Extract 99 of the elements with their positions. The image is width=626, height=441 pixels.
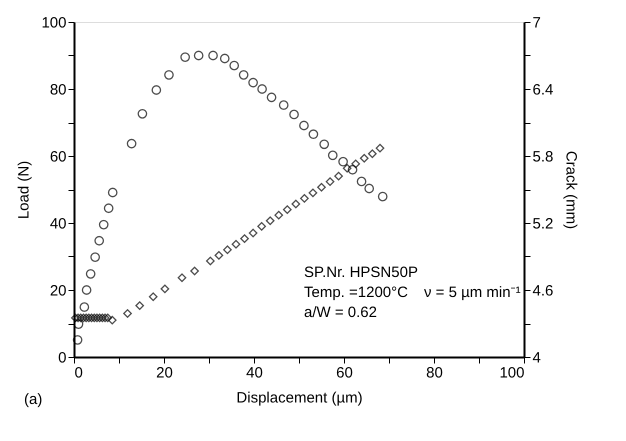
point — [328, 150, 338, 160]
point — [257, 222, 266, 231]
point — [266, 216, 275, 226]
point — [82, 314, 91, 322]
point — [274, 210, 284, 220]
point — [108, 316, 117, 325]
point — [94, 236, 104, 246]
annotation: a/W = 0.62 — [304, 304, 377, 321]
y-tick-label: 20 — [50, 282, 66, 300]
point — [223, 245, 232, 254]
point — [70, 314, 80, 322]
point — [126, 138, 136, 148]
point — [84, 314, 94, 322]
y-tick-label: 60 — [50, 148, 66, 166]
point — [291, 200, 300, 208]
y-axis-title: Load (N) — [15, 160, 32, 220]
point — [266, 92, 276, 102]
point — [308, 188, 318, 198]
point — [342, 164, 352, 173]
point — [90, 252, 100, 262]
point — [104, 203, 114, 214]
point — [108, 188, 118, 198]
point — [82, 285, 92, 295]
point — [360, 154, 369, 163]
annotation: Temp. =1200°C — [304, 284, 408, 301]
x-tick-label: 20 — [156, 364, 173, 382]
point — [135, 301, 144, 310]
point — [148, 292, 158, 302]
annotation: SP.Nr. HPSN50P — [304, 264, 418, 281]
point — [72, 335, 82, 345]
point — [190, 266, 199, 276]
y-tick-label: 40 — [50, 216, 66, 232]
y2-tick-label: 5.2 — [532, 216, 554, 232]
y2-axis-title: Crack (mm) — [562, 150, 580, 230]
point — [317, 182, 326, 192]
annotation: ν = 5 µm min⁻¹ — [424, 284, 521, 301]
point — [208, 50, 218, 60]
point — [79, 314, 88, 322]
point — [160, 284, 170, 294]
point — [76, 314, 86, 322]
y2-tick-label: 6.4 — [532, 82, 554, 98]
point — [103, 314, 112, 322]
point — [356, 176, 366, 186]
point — [248, 78, 258, 88]
point — [326, 177, 334, 186]
point — [289, 110, 299, 120]
point — [206, 256, 215, 266]
point — [238, 70, 248, 80]
x-tick-label: 100 — [499, 364, 524, 382]
y-tick-label: 80 — [50, 82, 66, 98]
point — [180, 52, 190, 62]
point — [87, 314, 96, 322]
point — [98, 314, 107, 322]
point — [92, 314, 102, 322]
x-tick-label: 60 — [336, 364, 353, 382]
text: (a) — [24, 391, 42, 408]
point — [164, 70, 174, 80]
point — [351, 159, 360, 168]
point — [364, 184, 374, 194]
point — [220, 54, 230, 64]
point — [90, 314, 99, 322]
y2-tick-label: 4 — [532, 350, 541, 366]
point — [152, 85, 162, 95]
point — [178, 273, 186, 282]
point — [95, 314, 104, 322]
point — [308, 129, 318, 140]
x-axis-title: Displacement (µm) — [236, 390, 363, 406]
point — [378, 192, 388, 202]
point — [123, 309, 132, 318]
point — [100, 314, 110, 322]
point — [368, 149, 377, 158]
point — [86, 269, 96, 279]
y2-tick-label: 5.8 — [532, 148, 554, 166]
point — [240, 234, 249, 243]
point — [229, 60, 240, 70]
point — [299, 120, 309, 130]
x-tick-label: 40 — [246, 364, 263, 382]
point — [194, 50, 204, 60]
point — [214, 251, 224, 260]
point — [257, 84, 267, 94]
point — [376, 144, 384, 153]
point — [248, 228, 258, 238]
point — [232, 240, 240, 249]
point — [300, 194, 309, 203]
point — [138, 108, 148, 119]
point — [338, 156, 348, 167]
y2-tick-label: 4.6 — [532, 282, 554, 300]
y2-tick-label: 7 — [532, 14, 541, 32]
point — [348, 164, 358, 175]
point — [282, 205, 292, 214]
x-tick-label: 80 — [426, 364, 443, 382]
y-tick-label: 0 — [58, 350, 66, 366]
x-tick-label: 0 — [74, 364, 83, 382]
point — [334, 172, 343, 180]
point — [278, 100, 289, 110]
point — [319, 139, 330, 150]
point — [98, 220, 109, 230]
y-tick-label: 100 — [41, 14, 66, 32]
point — [80, 302, 90, 312]
